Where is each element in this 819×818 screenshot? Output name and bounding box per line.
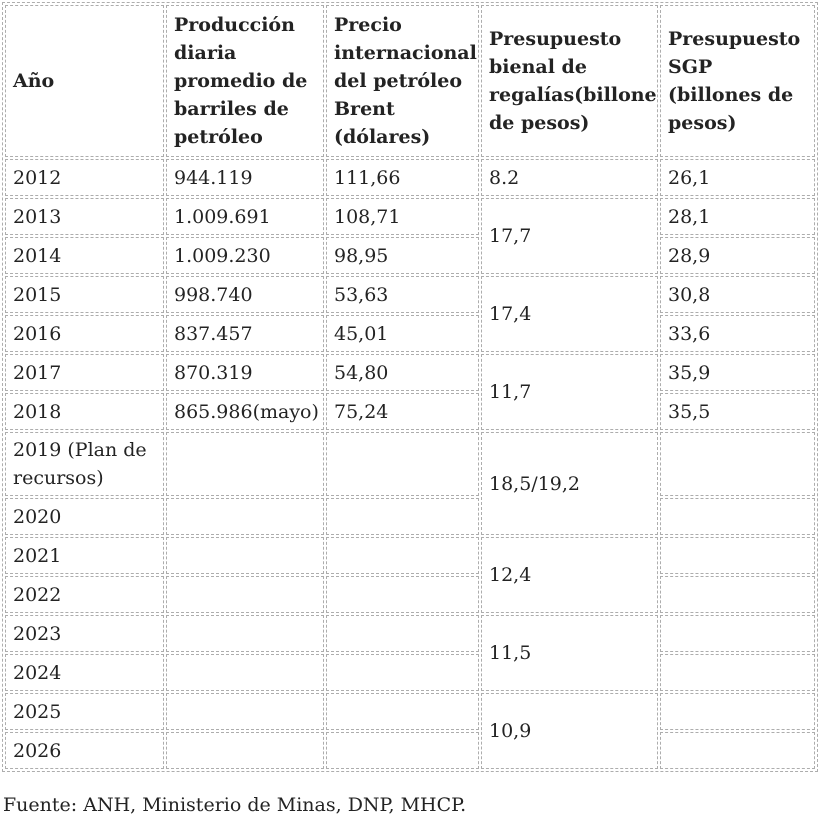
cell-production xyxy=(166,432,324,496)
source-note: Fuente: ANH, Ministerio de Minas, DNP, M… xyxy=(3,794,467,816)
cell-sgp xyxy=(660,576,815,613)
table-row-2016: 2016 837.457 45,01 33,6 xyxy=(5,315,815,352)
cell-year: 2018 xyxy=(5,393,164,430)
cell-sgp: 35,9 xyxy=(660,354,815,391)
table-row-2013: 2013 1.009.691 108,71 17,7 28,1 xyxy=(5,198,815,274)
cell-royalties: 10,9 xyxy=(481,693,658,769)
header-row: Año Producción diaria promedio de barril… xyxy=(5,5,815,157)
cell-price: 111,66 xyxy=(326,159,479,196)
cell-year: 2019 (Plan de recursos) xyxy=(5,432,164,496)
table-row-2014: 2014 1.009.230 98,95 28,9 xyxy=(5,237,815,274)
cell-price: 54,80 xyxy=(326,354,479,391)
cell-sgp xyxy=(660,615,815,652)
cell-year: 2022 xyxy=(5,576,164,613)
cell-year: 2024 xyxy=(5,654,164,691)
cell-price xyxy=(326,498,479,535)
cell-production xyxy=(166,576,324,613)
cell-production: 1.009.230 xyxy=(166,237,324,274)
oil-budget-table: Año Producción diaria promedio de barril… xyxy=(2,2,818,772)
cell-sgp: 26,1 xyxy=(660,159,815,196)
cell-production: 1.009.691 xyxy=(166,198,324,235)
cell-price xyxy=(326,576,479,613)
cell-year: 2025 xyxy=(5,693,164,730)
cell-production xyxy=(166,732,324,769)
cell-year: 2021 xyxy=(5,537,164,574)
table-row-2024: 2024 xyxy=(5,654,815,691)
cell-sgp xyxy=(660,537,815,574)
cell-production: 998.740 xyxy=(166,276,324,313)
cell-production: 837.457 xyxy=(166,315,324,352)
cell-price xyxy=(326,537,479,574)
cell-price: 108,71 xyxy=(326,198,479,235)
cell-production xyxy=(166,537,324,574)
cell-price: 98,95 xyxy=(326,237,479,274)
table-row-2018: 2018 865.986(mayo) 75,24 35,5 xyxy=(5,393,815,430)
cell-production xyxy=(166,693,324,730)
cell-year: 2012 xyxy=(5,159,164,196)
cell-price xyxy=(326,615,479,652)
cell-sgp: 35,5 xyxy=(660,393,815,430)
table-row-2019: 2019 (Plan de recursos) 18,5/19,2 xyxy=(5,432,815,535)
table-row-2023: 2023 11,5 xyxy=(5,615,815,691)
cell-price: 75,24 xyxy=(326,393,479,430)
table-row-2020: 2020 xyxy=(5,498,815,535)
cell-sgp xyxy=(660,654,815,691)
cell-royalties: 17,4 xyxy=(481,276,658,352)
cell-year: 2016 xyxy=(5,315,164,352)
cell-price xyxy=(326,654,479,691)
table-row-2012: 2012 944.119 111,66 8.2 26,1 xyxy=(5,159,815,196)
column-header-sgp: Presupuesto SGP (billones de pesos) xyxy=(660,5,815,157)
cell-production xyxy=(166,654,324,691)
cell-year: 2023 xyxy=(5,615,164,652)
cell-royalties: 8.2 xyxy=(481,159,658,196)
cell-price xyxy=(326,732,479,769)
cell-sgp xyxy=(660,498,815,535)
cell-sgp: 30,8 xyxy=(660,276,815,313)
cell-year: 2020 xyxy=(5,498,164,535)
cell-sgp: 28,1 xyxy=(660,198,815,235)
cell-price: 53,63 xyxy=(326,276,479,313)
cell-sgp: 33,6 xyxy=(660,315,815,352)
column-header-price: Precio internacional del petróleo Brent … xyxy=(326,5,479,157)
cell-royalties: 17,7 xyxy=(481,198,658,274)
table-row-2021: 2021 12,4 xyxy=(5,537,815,613)
column-header-royalties: Presupuesto bienal de regalías(billones … xyxy=(481,5,658,157)
column-header-year: Año xyxy=(5,5,164,157)
cell-production xyxy=(166,615,324,652)
cell-price xyxy=(326,693,479,730)
table-row-2022: 2022 xyxy=(5,576,815,613)
cell-sgp: 28,9 xyxy=(660,237,815,274)
cell-production: 944.119 xyxy=(166,159,324,196)
cell-year: 2013 xyxy=(5,198,164,235)
cell-sgp xyxy=(660,693,815,730)
cell-price: 45,01 xyxy=(326,315,479,352)
cell-year: 2015 xyxy=(5,276,164,313)
cell-royalties: 12,4 xyxy=(481,537,658,613)
cell-year: 2026 xyxy=(5,732,164,769)
cell-year: 2014 xyxy=(5,237,164,274)
cell-royalties: 11,5 xyxy=(481,615,658,691)
table-row-2015: 2015 998.740 53,63 17,4 30,8 xyxy=(5,276,815,352)
table-row-2017: 2017 870.319 54,80 11,7 35,9 xyxy=(5,354,815,430)
cell-sgp xyxy=(660,432,815,496)
cell-production: 865.986(mayo) xyxy=(166,393,324,430)
cell-production xyxy=(166,498,324,535)
cell-royalties: 11,7 xyxy=(481,354,658,430)
cell-price xyxy=(326,432,479,496)
cell-royalties: 18,5/19,2 xyxy=(481,432,658,535)
cell-year: 2017 xyxy=(5,354,164,391)
table-row-2025: 2025 10,9 xyxy=(5,693,815,769)
column-header-production: Producción diaria promedio de barriles d… xyxy=(166,5,324,157)
cell-sgp xyxy=(660,732,815,769)
cell-production: 870.319 xyxy=(166,354,324,391)
table-row-2026: 2026 xyxy=(5,732,815,769)
